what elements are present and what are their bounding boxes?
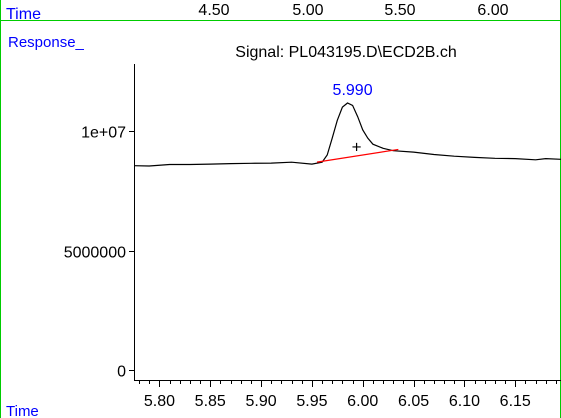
y-tick-label: 0 — [117, 364, 126, 381]
signal-title: Signal: PL043195.D\ECD2B.ch — [235, 44, 456, 61]
y-tick-label: 5000000 — [64, 245, 126, 262]
top-axis-label: Time — [6, 6, 41, 23]
top-axis-tick-label: 6.00 — [477, 2, 508, 19]
top-axis-tick-label: 5.00 — [292, 2, 323, 19]
peak-baseline — [316, 148, 399, 163]
y-axis-ticks: 0 5000000 1e+07 — [64, 125, 134, 381]
x-tick-label: 5.85 — [195, 393, 226, 410]
peak-centroid-marker: + — [352, 138, 362, 157]
top-axis-ticks: 4.50 5.00 5.50 6.00 — [198, 2, 508, 19]
x-tick-label: 5.90 — [246, 393, 277, 410]
x-tick-label: 6.10 — [449, 393, 480, 410]
x-tick-label: 5.80 — [144, 393, 175, 410]
y-axis-label: Response_ — [8, 34, 85, 51]
signal-trace — [133, 102, 561, 167]
top-axis-tick-label: 5.50 — [384, 2, 415, 19]
x-tick-label: 6.00 — [347, 393, 378, 410]
top-axis-tick-label: 4.50 — [198, 2, 229, 19]
x-tick-label: 5.95 — [296, 393, 327, 410]
x-axis-label: Time — [6, 403, 39, 418]
y-tick-label: 1e+07 — [81, 125, 126, 142]
x-tick-label: 6.15 — [500, 393, 531, 410]
peak-label: 5.990 — [333, 82, 373, 99]
x-axis-ticks: 5.80 5.85 5.90 5.95 6.00 6.05 6.10 6.15 — [139, 380, 557, 410]
x-tick-label: 6.05 — [398, 393, 429, 410]
